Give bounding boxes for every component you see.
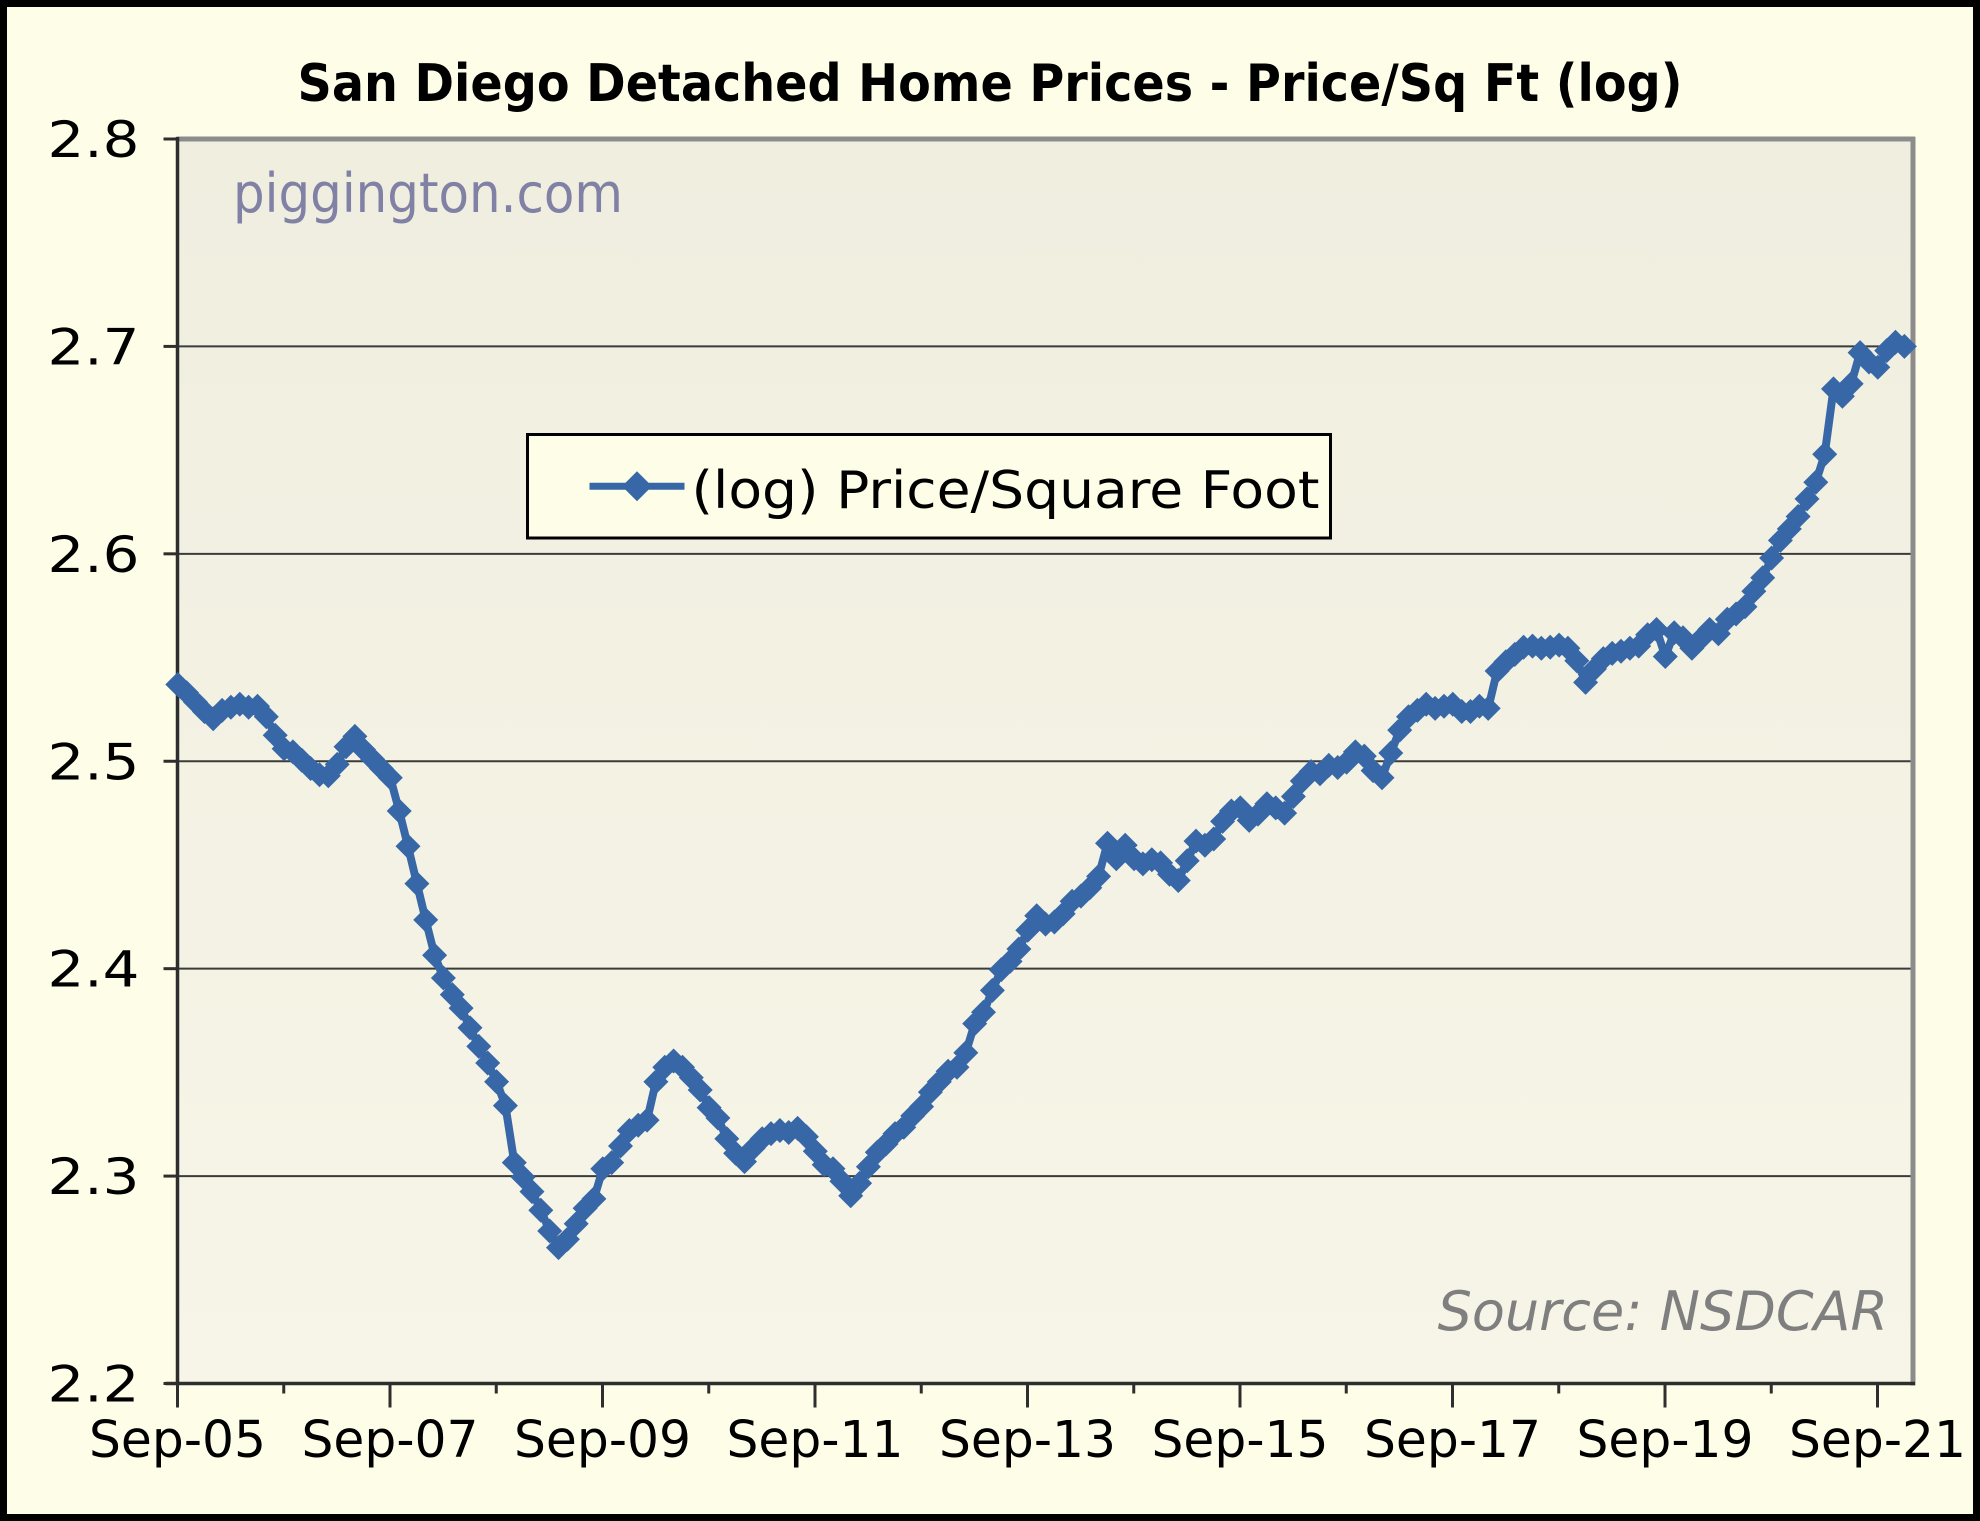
x-tick-label-Sep-09: Sep-09 (514, 1411, 691, 1470)
source-note: Source: NSDCAR (1438, 1280, 1888, 1343)
legend-diamond-marker (622, 471, 652, 502)
x-tick-label-Sep-21: Sep-21 (1789, 1411, 1966, 1470)
legend: (log) Price/Square Foot (526, 433, 1332, 540)
watermark-text: piggington.com (233, 162, 623, 225)
y-tick-label-2.3: 2.3 (48, 1148, 140, 1206)
chart-title: San Diego Detached Home Prices - Price/S… (298, 54, 1683, 114)
y-axis-ticks (163, 137, 178, 1385)
x-tick-label-Sep-11: Sep-11 (727, 1411, 904, 1470)
y-tick-label-2.2: 2.2 (48, 1356, 140, 1414)
y-axis-labels: 2.2 2.3 2.4 2.5 2.6 2.7 2.8 (48, 111, 140, 1414)
gridlines (177, 345, 1913, 1178)
legend-label: (log) Price/Square Foot (692, 461, 1320, 521)
y-tick-label-2.5: 2.5 (48, 733, 140, 791)
x-tick-label-Sep-05: Sep-05 (89, 1411, 266, 1470)
y-tick-label-2.8: 2.8 (48, 111, 140, 169)
x-tick-label-Sep-15: Sep-15 (1152, 1411, 1329, 1470)
x-tick-label-Sep-07: Sep-07 (302, 1411, 479, 1470)
x-tick-label-Sep-17: Sep-17 (1364, 1411, 1541, 1470)
y-tick-label-2.4: 2.4 (48, 941, 140, 999)
x-axis-labels: Sep-05 Sep-07 Sep-09 Sep-11 Sep-13 Sep-15 Sep-… (89, 1411, 1966, 1470)
x-tick-label-Sep-19: Sep-19 (1577, 1411, 1754, 1470)
x-axis-ticks (176, 1383, 1880, 1408)
y-tick-label-2.6: 2.6 (48, 526, 140, 584)
x-tick-label-Sep-13: Sep-13 (939, 1411, 1116, 1470)
y-tick-label-2.7: 2.7 (48, 318, 140, 376)
